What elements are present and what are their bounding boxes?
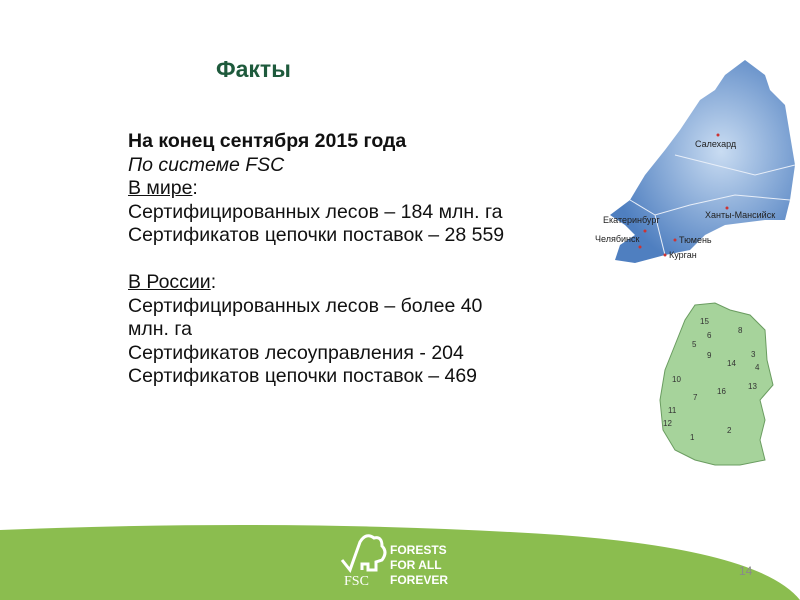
- svg-text:7: 7: [693, 393, 698, 402]
- svg-text:13: 13: [748, 382, 757, 391]
- russia-fm: Сертификатов лесоуправления - 204: [128, 341, 464, 364]
- svg-text:16: 16: [717, 387, 726, 396]
- system-line: По системе FSC: [128, 153, 285, 176]
- svg-text:Екатеринбург: Екатеринбург: [603, 215, 660, 225]
- svg-text:Ханты-Мансийск: Ханты-Мансийск: [705, 210, 775, 220]
- world-forests: Сертифицированных лесов – 184 млн. га: [128, 200, 503, 223]
- germany-map: 1 2 3 4 5 6 7 8 9 10 11 12 13 14 15 16: [659, 302, 774, 466]
- slide-title: Факты: [216, 56, 291, 82]
- svg-text:Тюмень: Тюмень: [679, 235, 712, 245]
- russia-forests: Сертифицированных лесов – более 40: [128, 294, 483, 317]
- svg-text:4: 4: [755, 363, 760, 372]
- svg-text:FOREVER: FOREVER: [390, 573, 448, 587]
- svg-text:Курган: Курган: [669, 250, 697, 260]
- svg-text:9: 9: [707, 351, 712, 360]
- ural-map: Салехард Ханты-Мансийск Екатеринбург Чел…: [595, 60, 796, 263]
- svg-text:Салехард: Салехард: [695, 139, 737, 149]
- svg-text:5: 5: [692, 340, 697, 349]
- svg-text:8: 8: [738, 326, 743, 335]
- svg-text:FOR ALL: FOR ALL: [390, 558, 442, 572]
- svg-text:FSC: FSC: [344, 574, 369, 588]
- svg-text:6: 6: [707, 331, 712, 340]
- svg-text:15: 15: [700, 317, 709, 326]
- svg-text:FORESTS: FORESTS: [390, 543, 447, 557]
- footer-band: [0, 525, 800, 600]
- svg-text:10: 10: [672, 375, 681, 384]
- fsc-logo: FSC FORESTS FOR ALL FOREVER: [340, 534, 448, 588]
- russia-heading: В России:: [128, 271, 217, 293]
- svg-text:12: 12: [663, 419, 672, 428]
- world-heading: В мире:: [128, 177, 198, 199]
- page-number: 14: [739, 564, 753, 578]
- world-coc: Сертификатов цепочки поставок – 28 559: [128, 224, 505, 246]
- svg-text:11: 11: [668, 406, 677, 415]
- svg-text:1: 1: [690, 433, 695, 442]
- svg-text:3: 3: [751, 350, 756, 359]
- svg-text:14: 14: [727, 359, 736, 368]
- russia-coc: Сертификатов цепочки поставок – 469: [128, 365, 478, 387]
- svg-text:Челябинск: Челябинск: [595, 234, 639, 244]
- svg-text:2: 2: [727, 426, 732, 435]
- date-line: На конец сентября 2015 года: [128, 130, 407, 152]
- facts-text: На конец сентября 2015 года По системе F…: [128, 130, 504, 389]
- russia-forests-unit: млн. га: [128, 318, 192, 340]
